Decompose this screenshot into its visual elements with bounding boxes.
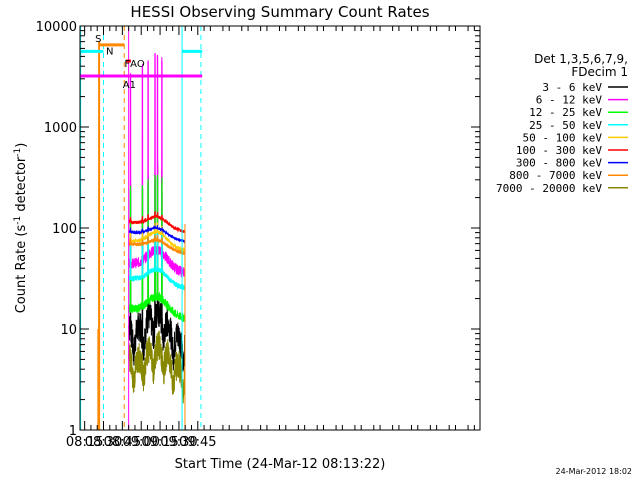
x-tick-label: 09:00 <box>122 435 159 450</box>
legend-entry: 7000 - 20000 keV <box>496 182 602 195</box>
y-tick-label: 100 <box>52 222 77 237</box>
series-line <box>128 52 186 278</box>
flag-label: F <box>124 59 130 70</box>
series-line <box>128 227 186 291</box>
legend-header-line2: FDecim 1 <box>571 65 628 79</box>
x-tick-label: 08:30 <box>85 435 122 450</box>
series-line <box>128 234 186 256</box>
x-tick-label: 08:15 <box>66 435 103 450</box>
legend-entry: 3 - 6 keV <box>542 81 602 94</box>
legend-entry: 800 - 7000 keV <box>509 169 602 182</box>
y-tick-label: 10 <box>60 323 77 338</box>
x-tick-label: 09:45 <box>179 435 216 450</box>
flag-label: A1 <box>123 80 136 91</box>
y-tick-label: 1000 <box>44 121 77 136</box>
flag-label: N <box>106 46 113 57</box>
y-axis-label: Count Rate (s-1 detector-1) <box>13 143 29 314</box>
legend-header-line1: Det 1,3,5,6,7,9, <box>534 52 628 66</box>
y-axis: 1 10 100 1000 10000 <box>36 20 480 439</box>
y-tick-label: 10000 <box>36 20 77 35</box>
plot-timestamp: 24-Mar-2012 18:02 <box>556 467 633 476</box>
x-tick-label: 09:15 <box>141 435 178 450</box>
series-line <box>128 330 186 404</box>
series-line <box>128 174 186 322</box>
series-line <box>128 225 186 244</box>
series-line <box>128 163 186 372</box>
legend-entry: 6 - 12 keV <box>536 94 603 107</box>
x-tick-label: 08:45 <box>104 435 141 450</box>
y-tick-label: 1 <box>69 424 77 439</box>
legend-entry: 50 - 100 keV <box>523 131 603 144</box>
plot-area: SNF AO A1 <box>80 26 203 430</box>
series-line <box>128 211 186 233</box>
x-axis-label: Start Time (24-Mar-12 08:13:22) <box>175 457 386 472</box>
legend-entry: 300 - 800 keV <box>516 157 602 170</box>
flag-label: S <box>95 34 101 45</box>
chart-title: HESSI Observing Summary Count Rates <box>130 3 429 21</box>
series-line <box>128 222 186 253</box>
x-tick-label: 09:30 <box>160 435 197 450</box>
legend-entry: 100 - 300 keV <box>516 144 602 157</box>
legend-entry: 12 - 25 keV <box>529 106 602 119</box>
flag-label: AO <box>130 59 145 70</box>
legend-entry: 25 - 50 keV <box>529 119 602 132</box>
